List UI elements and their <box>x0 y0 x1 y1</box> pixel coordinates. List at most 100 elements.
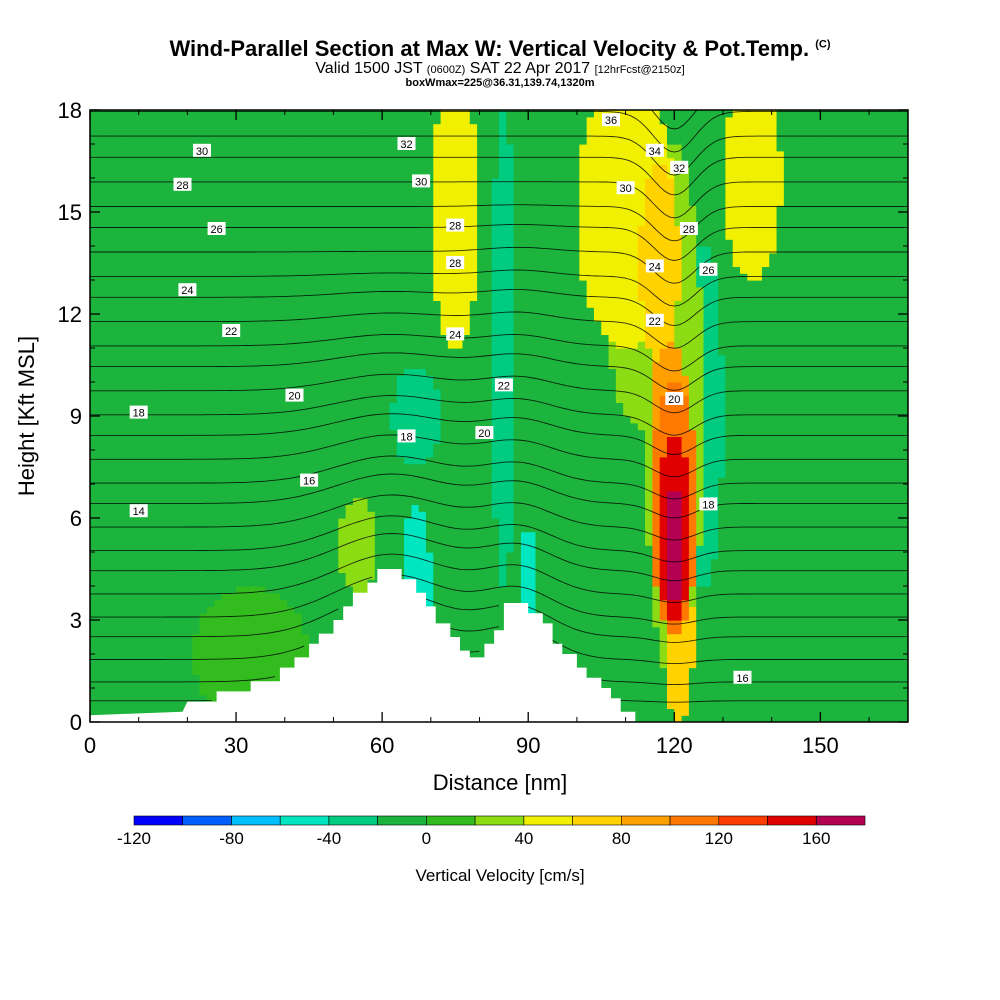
w-cell <box>206 545 215 553</box>
w-cell <box>148 599 157 607</box>
w-cell <box>886 538 894 546</box>
w-cell <box>374 422 383 431</box>
w-cell <box>301 456 310 465</box>
w-cell <box>783 531 792 539</box>
w-cell <box>681 443 690 451</box>
w-cell <box>805 470 814 478</box>
w-cell <box>769 626 778 635</box>
w-cell <box>221 524 230 533</box>
w-cell <box>674 654 683 662</box>
w-cell <box>572 497 580 505</box>
w-cell <box>725 708 734 716</box>
w-cell <box>681 490 690 499</box>
w-cell <box>703 620 712 628</box>
w-cell <box>163 586 171 594</box>
w-cell <box>783 422 792 431</box>
w-cell <box>856 456 865 465</box>
w-cell <box>404 470 412 478</box>
w-cell <box>791 681 800 689</box>
w-cell <box>615 436 624 444</box>
w-cell <box>798 490 807 499</box>
w-cell <box>871 497 880 505</box>
w-cell <box>593 429 602 437</box>
w-cell <box>900 531 908 539</box>
w-cell <box>243 640 252 648</box>
w-cell <box>97 708 106 716</box>
w-cell <box>783 592 792 601</box>
w-cell <box>177 633 186 641</box>
w-cell <box>294 606 303 614</box>
w-cell <box>608 599 617 607</box>
w-cell <box>718 694 727 703</box>
w-cell <box>761 477 770 485</box>
w-cell <box>769 558 778 567</box>
w-cell <box>331 565 339 573</box>
w-cell <box>659 688 668 696</box>
w-cell <box>645 565 653 573</box>
w-cell <box>666 477 675 485</box>
w-cell <box>491 606 500 614</box>
w-cell <box>367 531 376 539</box>
w-cell <box>659 477 668 485</box>
w-cell <box>842 572 851 580</box>
w-cell <box>688 579 697 587</box>
w-cell <box>652 620 661 628</box>
w-cell <box>97 497 106 505</box>
w-cell <box>593 436 602 444</box>
w-cell <box>265 463 274 471</box>
w-cell <box>834 558 843 567</box>
w-cell <box>257 579 266 587</box>
w-cell <box>681 640 690 648</box>
w-cell <box>126 422 135 431</box>
w-cell <box>309 456 318 465</box>
w-cell <box>257 565 266 573</box>
w-cell <box>506 429 515 437</box>
w-cell <box>447 620 456 628</box>
w-cell <box>776 463 785 471</box>
w-cell <box>900 674 908 682</box>
w-cell <box>250 538 259 546</box>
w-cell <box>864 518 873 526</box>
w-cell <box>878 429 887 437</box>
w-cell <box>199 422 208 431</box>
w-cell <box>849 511 858 519</box>
w-cell <box>170 660 179 669</box>
w-cell <box>141 436 150 444</box>
w-cell <box>659 450 668 458</box>
w-cell <box>666 694 675 703</box>
w-cell <box>732 688 741 696</box>
w-cell <box>265 579 274 587</box>
w-cell <box>886 688 894 696</box>
w-cell <box>813 456 821 465</box>
w-cell <box>688 647 697 655</box>
w-cell <box>864 586 873 594</box>
w-cell <box>586 640 595 648</box>
w-cell <box>674 674 683 682</box>
w-cell <box>111 599 120 607</box>
w-cell <box>221 599 230 607</box>
w-cell <box>199 511 208 519</box>
w-cell <box>119 572 128 580</box>
w-cell <box>557 565 566 573</box>
w-cell <box>864 477 873 485</box>
w-cell <box>477 545 485 553</box>
w-cell <box>214 592 223 601</box>
w-cell <box>316 518 325 526</box>
w-cell <box>856 633 865 641</box>
w-cell <box>97 416 106 424</box>
w-cell <box>586 654 595 662</box>
w-cell <box>148 422 157 431</box>
w-cell <box>360 545 369 553</box>
w-cell <box>666 511 675 519</box>
w-cell <box>601 450 610 458</box>
w-cell <box>250 640 259 648</box>
w-cell <box>228 422 237 431</box>
w-cell <box>849 606 858 614</box>
w-cell <box>126 436 135 444</box>
w-cell <box>477 579 485 587</box>
w-cell <box>433 538 442 546</box>
w-cell <box>513 552 522 560</box>
w-cell <box>104 647 113 655</box>
w-cell <box>864 497 873 505</box>
w-cell <box>192 531 201 539</box>
